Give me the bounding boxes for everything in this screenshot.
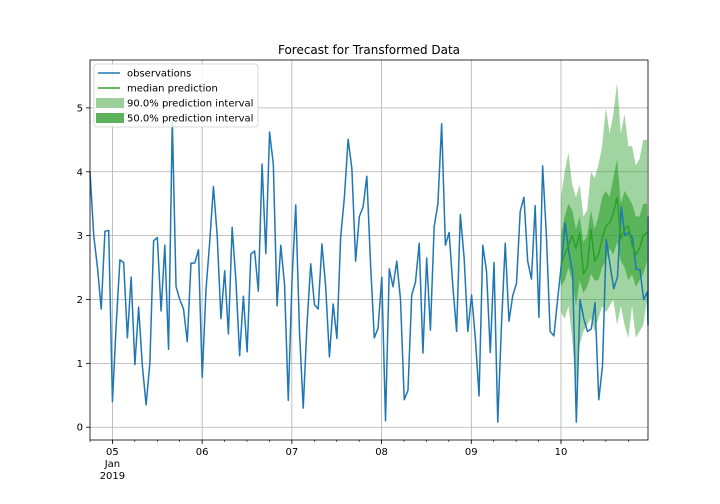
legend-label: median prediction — [127, 84, 218, 95]
x-tick-label: 07 — [285, 447, 298, 458]
y-tick-label: 3 — [77, 231, 83, 242]
x-tick-year-label: 2019 — [100, 471, 125, 482]
observations-line — [89, 119, 649, 423]
x-tick-label: 06 — [196, 447, 209, 458]
x-tick-label: 08 — [375, 447, 388, 458]
x-tick-month-label: Jan — [104, 459, 120, 470]
legend-label: 90.0% prediction interval — [127, 99, 253, 110]
legend: observations median prediction 90.0% predi… — [93, 63, 259, 128]
chart-title: Forecast for Transformed Data — [278, 43, 460, 57]
x-tick-label: 09 — [465, 447, 478, 458]
y-tick-label: 2 — [77, 295, 83, 306]
x-tick-label: 05 — [106, 447, 119, 458]
legend-label: observations — [127, 69, 191, 80]
x-tick-label: 10 — [555, 447, 568, 458]
y-tick-label: 4 — [77, 167, 83, 178]
legend-box — [93, 63, 259, 128]
legend-label: 50.0% prediction interval — [127, 114, 253, 125]
legend-patch-swatch — [96, 113, 124, 123]
plot-frame — [89, 59, 649, 441]
y-tick-label: 0 — [77, 423, 83, 434]
y-tick-label: 5 — [77, 103, 83, 114]
median-prediction-line — [560, 196, 648, 275]
series-lines — [89, 119, 649, 423]
y-tick-label: 1 — [77, 359, 83, 370]
legend-patch-swatch — [96, 98, 124, 108]
